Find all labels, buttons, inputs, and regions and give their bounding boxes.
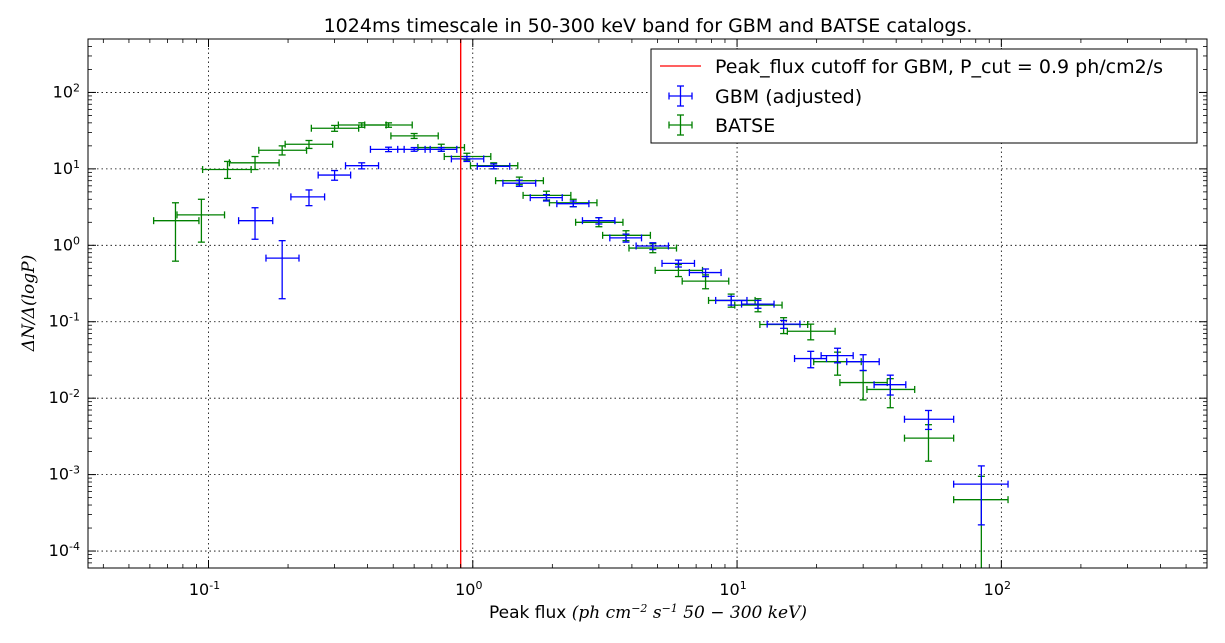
axis-ticks: 10-1 100 101 102 10-4 10-3 10-2 10-1 100 101 102 xyxy=(49,38,1208,600)
y-tick-label: 10-4 xyxy=(49,540,80,561)
errorbar-point xyxy=(635,242,670,251)
errorbar-point xyxy=(228,155,280,171)
errorbar-point xyxy=(661,259,696,268)
y-tick-label: 102 xyxy=(53,81,80,102)
errorbar-point xyxy=(581,216,616,225)
x-axis-label: Peak flux (ph cm−2 s−1 50 − 300 keV) xyxy=(489,602,807,624)
errorbar-point xyxy=(903,409,955,431)
errorbar-point xyxy=(766,319,801,329)
plot-content xyxy=(152,39,1009,568)
legend-box xyxy=(650,48,1198,144)
legend-batse-label: BATSE xyxy=(715,115,775,137)
errorbar-point xyxy=(502,179,537,188)
y-tick-label: 100 xyxy=(53,234,80,255)
y-tick-label: 10-3 xyxy=(49,463,80,484)
errorbar-point xyxy=(820,347,854,364)
errorbar-point xyxy=(609,233,643,243)
errorbar-point xyxy=(310,124,360,132)
errorbar-point xyxy=(364,121,413,129)
errorbar-point xyxy=(284,139,334,150)
y-tick-label: 101 xyxy=(53,157,80,178)
legend: Peak_flux cutoff for GBM, P_cut = 0.9 ph… xyxy=(650,48,1198,144)
errorbar-point xyxy=(688,268,722,278)
x-tick-label: 102 xyxy=(984,579,1011,600)
errorbar-point xyxy=(390,132,439,140)
errorbar-point xyxy=(424,145,458,153)
errorbar-point xyxy=(529,193,563,202)
chart-title: 1024ms timescale in 50-300 keV band for … xyxy=(324,15,973,37)
errorbar-point xyxy=(556,200,590,208)
errorbar-point xyxy=(201,160,252,180)
x-axis-units: (ph cm−2 s−1 50 − 300 keV) xyxy=(572,602,807,624)
x-tick-label: 100 xyxy=(455,579,482,600)
legend-cutoff-label: Peak_flux cutoff for GBM, P_cut = 0.9 ph… xyxy=(715,56,1163,78)
y-tick-label: 10-2 xyxy=(49,387,80,408)
series-batse xyxy=(152,121,1009,568)
legend-gbm-label: GBM (adjusted) xyxy=(715,86,862,108)
y-axis-label: ΔN/Δ(logP) xyxy=(19,255,39,352)
errorbar-point xyxy=(873,374,907,396)
errorbar-point xyxy=(715,295,748,306)
errorbar-point xyxy=(740,299,775,309)
errorbar-point xyxy=(476,162,511,170)
errorbar-point xyxy=(786,323,836,341)
errorbar-point xyxy=(344,162,380,170)
errorbar-point xyxy=(953,465,1009,526)
legend-batse-swatch xyxy=(668,114,693,136)
x-tick-label: 101 xyxy=(719,579,746,600)
errorbar-point xyxy=(152,202,200,262)
errorbar-point xyxy=(903,424,955,462)
y-tick-label: 10-1 xyxy=(49,310,80,331)
errorbar-point xyxy=(846,354,880,372)
errorbar-point xyxy=(237,207,274,240)
series-gbm-adjusted xyxy=(237,145,1009,526)
errorbar-point xyxy=(176,198,226,243)
errorbar-point xyxy=(258,145,308,156)
plot-frame xyxy=(87,38,1208,569)
legend-gbm-swatch xyxy=(668,85,693,107)
errorbar-point xyxy=(450,155,485,163)
errorbar-point xyxy=(265,240,300,300)
errorbar-point xyxy=(290,189,326,207)
errorbar-point xyxy=(317,169,352,181)
x-tick-label: 10-1 xyxy=(189,579,220,600)
